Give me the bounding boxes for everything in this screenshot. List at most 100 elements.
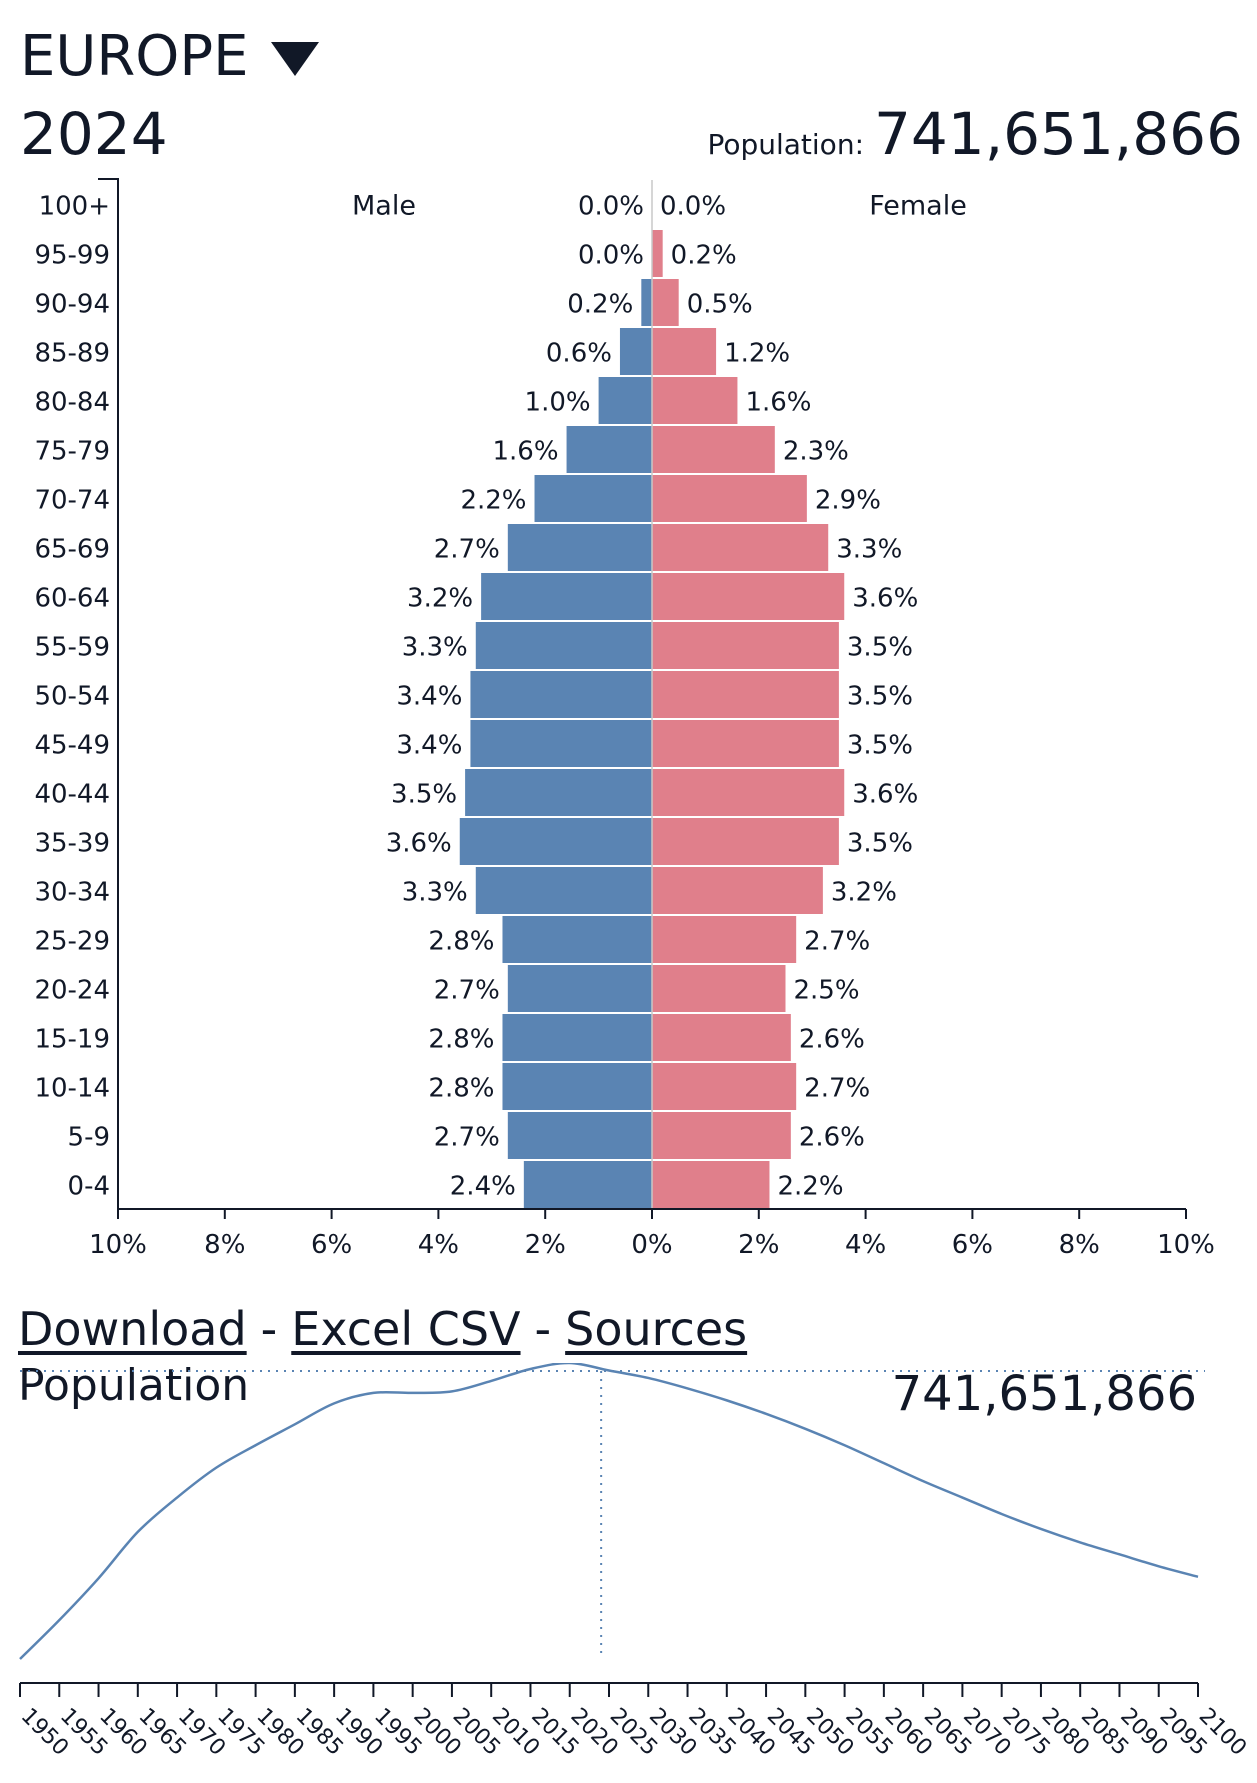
female-bar[interactable] bbox=[652, 524, 829, 571]
male-value-label: 2.8% bbox=[428, 1074, 494, 1104]
male-value-label: 3.4% bbox=[396, 731, 462, 761]
year-label: 2024 bbox=[20, 100, 168, 168]
female-value-label: 0.0% bbox=[660, 192, 726, 222]
female-bar[interactable] bbox=[652, 671, 839, 718]
female-bar[interactable] bbox=[652, 328, 717, 375]
male-bar[interactable] bbox=[507, 524, 652, 571]
female-value-label: 3.5% bbox=[847, 633, 913, 663]
female-value-label: 1.2% bbox=[724, 339, 790, 369]
male-bar[interactable] bbox=[459, 818, 652, 865]
female-value-label: 2.6% bbox=[799, 1025, 865, 1055]
male-bar[interactable] bbox=[470, 720, 652, 767]
female-bar[interactable] bbox=[652, 377, 738, 424]
male-bar[interactable] bbox=[481, 573, 652, 620]
male-bar[interactable] bbox=[470, 671, 652, 718]
age-group-label: 0-4 bbox=[68, 1172, 110, 1202]
male-value-label: 0.0% bbox=[578, 192, 644, 222]
male-value-label: 2.7% bbox=[434, 976, 500, 1006]
population-line[interactable] bbox=[19, 1363, 1199, 1660]
female-bar[interactable] bbox=[652, 475, 807, 522]
male-bar[interactable] bbox=[641, 279, 652, 326]
male-bar[interactable] bbox=[507, 965, 652, 1012]
region-dropdown[interactable]: EUROPE bbox=[20, 24, 319, 89]
female-bar[interactable] bbox=[652, 1112, 791, 1159]
male-value-label: 2.8% bbox=[428, 927, 494, 957]
age-group-label: 25-29 bbox=[34, 927, 110, 957]
age-group-label: 50-54 bbox=[34, 682, 110, 712]
link-separator: - bbox=[534, 1302, 552, 1356]
male-value-label: 3.2% bbox=[407, 584, 473, 614]
female-bar[interactable] bbox=[652, 622, 839, 669]
age-group-label: 75-79 bbox=[34, 437, 110, 467]
female-bar[interactable] bbox=[652, 1063, 797, 1110]
age-group-label: 30-34 bbox=[34, 878, 110, 908]
x-tick-label: 0% bbox=[631, 1230, 672, 1260]
link-separator: - bbox=[260, 1302, 278, 1356]
male-value-label: 1.6% bbox=[492, 437, 558, 467]
male-bar[interactable] bbox=[465, 769, 652, 816]
male-bar[interactable] bbox=[502, 916, 652, 963]
male-value-label: 3.6% bbox=[386, 829, 452, 859]
age-group-label: 90-94 bbox=[34, 290, 110, 320]
region-name: EUROPE bbox=[20, 24, 249, 89]
female-bar[interactable] bbox=[652, 426, 775, 473]
female-bar[interactable] bbox=[652, 1161, 770, 1208]
x-tick-label: 6% bbox=[311, 1230, 352, 1260]
x-tick-label: 6% bbox=[952, 1230, 993, 1260]
timeseries-title: Population bbox=[18, 1360, 250, 1411]
female-bar[interactable] bbox=[652, 965, 786, 1012]
age-group-label: 5-9 bbox=[68, 1123, 110, 1153]
male-value-label: 3.5% bbox=[391, 780, 457, 810]
female-value-label: 0.5% bbox=[687, 290, 753, 320]
male-value-label: 2.8% bbox=[428, 1025, 494, 1055]
female-value-label: 2.7% bbox=[804, 1074, 870, 1104]
male-value-label: 0.2% bbox=[567, 290, 633, 320]
age-group-label: 10-14 bbox=[34, 1074, 110, 1104]
age-group-label: 70-74 bbox=[34, 486, 110, 516]
male-bar[interactable] bbox=[507, 1112, 652, 1159]
female-value-label: 3.5% bbox=[847, 731, 913, 761]
female-bar[interactable] bbox=[652, 916, 797, 963]
download-link[interactable]: Download bbox=[18, 1302, 247, 1356]
age-group-label: 100+ bbox=[39, 192, 110, 222]
female-value-label: 2.5% bbox=[794, 976, 860, 1006]
female-bar[interactable] bbox=[652, 867, 823, 914]
population-label: Population: bbox=[707, 128, 864, 161]
male-bar[interactable] bbox=[523, 1161, 652, 1208]
male-bar[interactable] bbox=[475, 867, 652, 914]
female-bar[interactable] bbox=[652, 230, 663, 277]
x-tick-label: 2% bbox=[525, 1230, 566, 1260]
female-bar[interactable] bbox=[652, 818, 839, 865]
female-bar[interactable] bbox=[652, 573, 845, 620]
population-timeseries-chart[interactable]: 1950195519601965197019751980198519901995… bbox=[0, 1363, 1257, 1783]
male-bar[interactable] bbox=[475, 622, 652, 669]
male-bar[interactable] bbox=[502, 1063, 652, 1110]
male-bar[interactable] bbox=[502, 1014, 652, 1061]
age-group-label: 35-39 bbox=[34, 829, 110, 859]
x-tick-label: 4% bbox=[845, 1230, 886, 1260]
male-value-label: 2.7% bbox=[434, 535, 500, 565]
male-value-label: 3.4% bbox=[396, 682, 462, 712]
male-bar[interactable] bbox=[566, 426, 652, 473]
link-bar: Download - Excel CSV - Sources bbox=[18, 1302, 747, 1356]
x-tick-label: 10% bbox=[1157, 1230, 1215, 1260]
male-bar[interactable] bbox=[598, 377, 652, 424]
female-bar[interactable] bbox=[652, 279, 679, 326]
female-value-label: 2.3% bbox=[783, 437, 849, 467]
population-pyramid-chart: 100+ 0.0% 0.0% 95-99 0.0% 0.2% 90-94 0.2% 0.5% 85… bbox=[34, 178, 1215, 1260]
female-value-label: 3.6% bbox=[852, 584, 918, 614]
female-series-label: Female bbox=[869, 191, 967, 222]
age-group-label: 15-19 bbox=[34, 1025, 110, 1055]
female-bar[interactable] bbox=[652, 1014, 791, 1061]
male-bar[interactable] bbox=[619, 328, 652, 375]
male-value-label: 1.0% bbox=[525, 388, 591, 418]
female-value-label: 1.6% bbox=[745, 388, 811, 418]
male-value-label: 0.6% bbox=[546, 339, 612, 369]
age-group-label: 60-64 bbox=[34, 584, 110, 614]
sources-link[interactable]: Sources bbox=[565, 1302, 748, 1356]
excel-csv-link[interactable]: Excel CSV bbox=[291, 1302, 521, 1356]
male-bar[interactable] bbox=[534, 475, 652, 522]
female-bar[interactable] bbox=[652, 769, 845, 816]
female-value-label: 3.3% bbox=[836, 535, 902, 565]
female-bar[interactable] bbox=[652, 720, 839, 767]
